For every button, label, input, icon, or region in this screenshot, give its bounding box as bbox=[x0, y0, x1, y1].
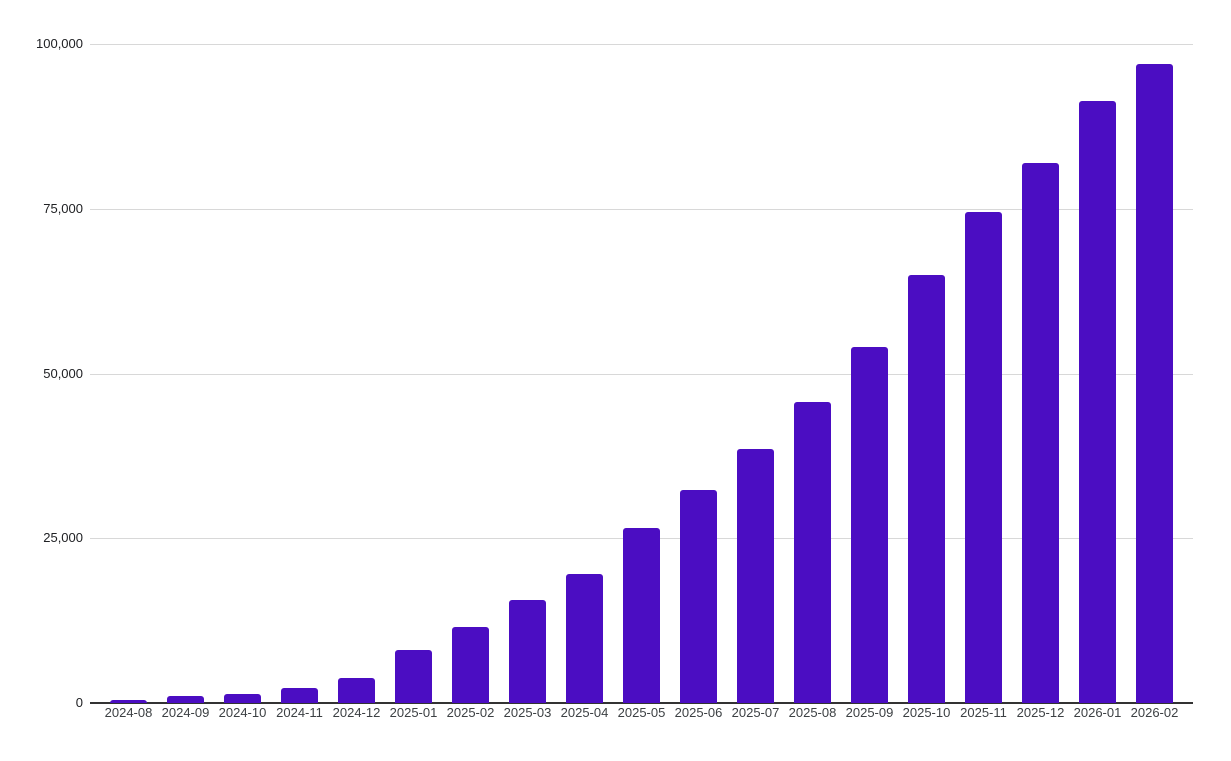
x-tick-label: 2025-11 bbox=[960, 705, 1007, 720]
x-tick-label: 2025-05 bbox=[617, 705, 666, 720]
x-tick-label: 2025-03 bbox=[503, 705, 552, 720]
x-tick-label: 2025-06 bbox=[674, 705, 723, 720]
x-tick-label: 2025-10 bbox=[902, 705, 951, 720]
x-tick-label: 2026-01 bbox=[1073, 705, 1122, 720]
bar-band bbox=[1069, 44, 1126, 703]
bar-2025-05 bbox=[623, 528, 660, 703]
bar-band bbox=[670, 44, 727, 703]
y-tick-label: 0 bbox=[75, 695, 83, 710]
bar-band bbox=[442, 44, 499, 703]
bar-band bbox=[556, 44, 613, 703]
bar-band bbox=[898, 44, 955, 703]
x-axis-baseline bbox=[90, 702, 1193, 704]
gridline bbox=[90, 44, 1193, 45]
x-tick-label: 2024-10 bbox=[218, 705, 267, 720]
bar-2025-11 bbox=[965, 212, 1002, 703]
bar-band bbox=[157, 44, 214, 703]
bar-band bbox=[385, 44, 442, 703]
x-tick-label: 2026-02 bbox=[1130, 705, 1179, 720]
bar-2025-09 bbox=[851, 347, 888, 703]
bar-2025-10 bbox=[908, 275, 945, 703]
bar-2024-08 bbox=[110, 700, 147, 703]
bar-band bbox=[955, 44, 1012, 703]
bar-2024-10 bbox=[224, 694, 261, 703]
bar-2025-01 bbox=[395, 650, 432, 703]
bar-2025-12 bbox=[1022, 163, 1059, 703]
bar-band bbox=[1012, 44, 1069, 703]
x-axis-labels: 2024-08 2024-09 2024-10 2024-11 2024-12 2025-… bbox=[100, 705, 1183, 721]
y-tick-label: 50,000 bbox=[43, 365, 83, 381]
bar-2024-09 bbox=[167, 696, 204, 703]
bar-2026-01 bbox=[1079, 101, 1116, 703]
bars-container bbox=[100, 44, 1183, 703]
x-tick-label: 2024-12 bbox=[332, 705, 381, 720]
bar-band bbox=[271, 44, 328, 703]
bar-band bbox=[499, 44, 556, 703]
x-tick-label: 2024-08 bbox=[104, 705, 153, 720]
x-tick-label: 2025-07 bbox=[731, 705, 780, 720]
x-tick-label: 2024-11 bbox=[276, 705, 323, 720]
y-tick-label: 25,000 bbox=[43, 530, 83, 546]
bar-2025-08 bbox=[794, 402, 831, 703]
gridline bbox=[90, 208, 1193, 210]
bar-2025-06 bbox=[680, 490, 717, 703]
bar-2025-03 bbox=[509, 600, 546, 703]
bar-2026-02 bbox=[1136, 64, 1173, 703]
x-tick-label: 2025-12 bbox=[1016, 705, 1065, 720]
bar-band bbox=[1126, 44, 1183, 703]
bar-band bbox=[328, 44, 385, 703]
x-tick-label: 2025-02 bbox=[446, 705, 495, 720]
bar-2025-07 bbox=[737, 449, 774, 703]
y-tick-label: 75,000 bbox=[43, 200, 83, 216]
y-tick-label: 100,000 bbox=[36, 36, 83, 51]
x-tick-label: 2025-04 bbox=[560, 705, 609, 720]
x-tick-label: 2025-01 bbox=[389, 705, 438, 720]
bar-band bbox=[784, 44, 841, 703]
x-tick-label: 2024-09 bbox=[161, 705, 210, 720]
bar-band bbox=[613, 44, 670, 703]
bar-2025-04 bbox=[566, 574, 603, 703]
bar-band bbox=[214, 44, 271, 703]
bar-2025-02 bbox=[452, 627, 489, 703]
x-tick-label: 2025-08 bbox=[788, 705, 837, 720]
bar-2024-11 bbox=[281, 688, 318, 703]
x-tick-label: 2025-09 bbox=[845, 705, 894, 720]
bar-band bbox=[100, 44, 157, 703]
bar-band bbox=[727, 44, 784, 703]
gridline bbox=[90, 373, 1193, 375]
bar-band bbox=[841, 44, 898, 703]
bar-2024-12 bbox=[338, 678, 375, 703]
